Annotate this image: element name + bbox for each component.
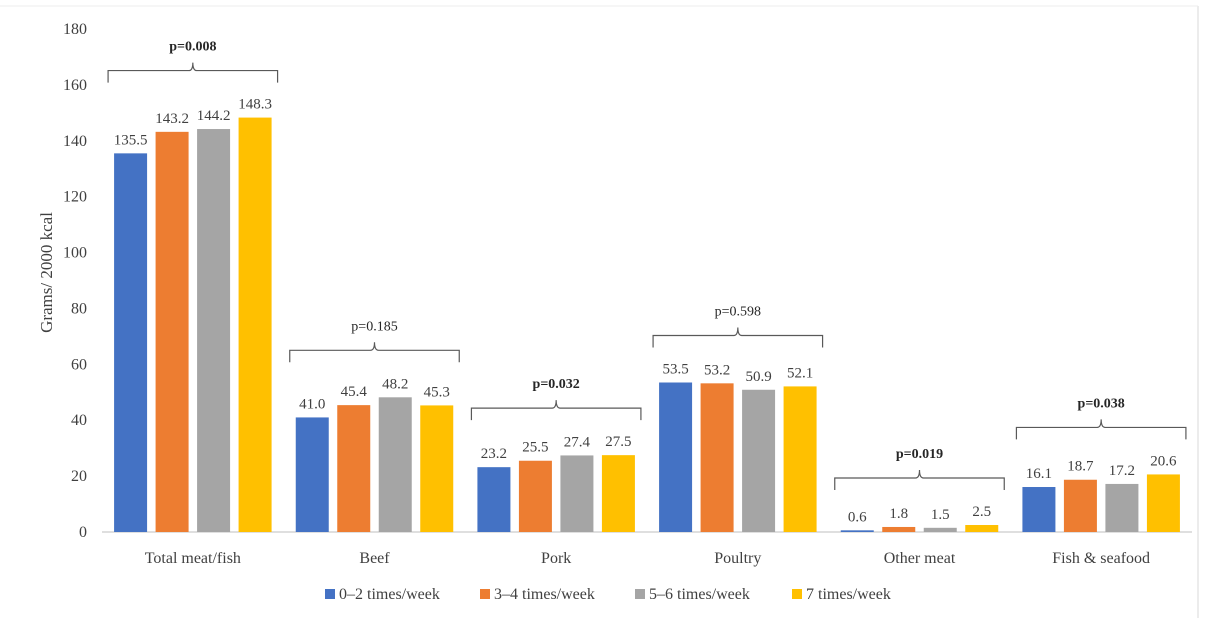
p-value-label-pork: p=0.032 <box>533 377 580 392</box>
bar-other-meat-3-4-times-week <box>882 526 916 532</box>
axes: 0 20 40 60 80 100 120 140 160 180 Grams/ 2000 kcal… <box>0 5 1199 618</box>
data-label: 27.5 <box>605 434 631 450</box>
bracket-beef <box>289 342 460 363</box>
y-tick-label: 120 <box>63 189 87 206</box>
legend: 0–2 times/week 3–4 times/week 5–6 times/we… <box>325 586 891 603</box>
significance-brackets: p=0.008 p=0.185 p=0.032 p=0.598 p=0.019 p=0.0… <box>107 40 1187 491</box>
bracket-poultry <box>652 327 824 348</box>
bar-pork-0-2-times-week <box>477 467 511 532</box>
legend-swatch-3-4-times-week <box>480 589 490 599</box>
y-tick-label: 180 <box>63 21 87 38</box>
legend-label-3-4-times-week: 3–4 times/week <box>494 586 595 603</box>
p-value-label-poultry: p=0.598 <box>715 304 761 319</box>
data-label: 0.6 <box>848 509 867 525</box>
y-tick-label: 100 <box>63 245 87 262</box>
bracket-fish-seafood <box>1015 419 1187 440</box>
bracket-other-meat <box>834 470 1005 491</box>
x-tick-label-beef: Beef <box>359 550 390 567</box>
data-label: 27.4 <box>564 434 591 450</box>
legend-label-7-times-week: 7 times/week <box>806 586 891 603</box>
bar-other-meat-7-times-week <box>965 525 999 532</box>
data-label: 52.1 <box>787 365 813 381</box>
data-label: 23.2 <box>481 446 507 462</box>
data-label: 53.5 <box>662 361 688 377</box>
legend-label-5-6-times-week: 5–6 times/week <box>649 586 750 603</box>
bar-total-meat-fish-7-times-week <box>238 117 272 532</box>
bar-pork-5-6-times-week <box>560 455 594 532</box>
p-value-label-beef: p=0.185 <box>351 319 397 334</box>
bar-fish-seafood-0-2-times-week <box>1022 487 1056 532</box>
bars <box>114 117 1180 532</box>
data-label: 143.2 <box>155 111 189 127</box>
y-tick-label: 20 <box>71 468 87 485</box>
data-label: 1.5 <box>931 507 950 523</box>
x-tick-label-other-meat: Other meat <box>884 550 956 567</box>
data-label: 18.7 <box>1067 459 1094 475</box>
bar-beef-0-2-times-week <box>295 417 329 532</box>
y-axis-title: Grams/ 2000 kcal <box>37 212 56 333</box>
data-label: 53.2 <box>704 362 730 378</box>
bar-other-meat-5-6-times-week <box>923 527 957 532</box>
bar-beef-5-6-times-week <box>378 397 412 532</box>
data-label: 41.0 <box>299 396 325 412</box>
data-label: 48.2 <box>382 376 408 392</box>
data-label: 17.2 <box>1109 463 1135 479</box>
data-label: 16.1 <box>1026 466 1052 482</box>
bar-pork-3-4-times-week <box>518 460 552 532</box>
legend-swatch-5-6-times-week <box>635 589 645 599</box>
bar-total-meat-fish-3-4-times-week <box>155 131 189 532</box>
bracket-pork <box>470 400 642 421</box>
data-label: 148.3 <box>238 97 272 113</box>
legend-label-0-2-times-week: 0–2 times/week <box>339 586 440 603</box>
bar-beef-3-4-times-week <box>337 405 371 532</box>
bar-poultry-7-times-week <box>783 386 817 532</box>
y-tick-label: 140 <box>63 133 87 150</box>
y-tick-label: 0 <box>79 524 87 541</box>
bar-total-meat-fish-5-6-times-week <box>197 129 231 532</box>
bar-fish-seafood-3-4-times-week <box>1063 479 1097 532</box>
bar-poultry-3-4-times-week <box>700 383 734 532</box>
p-value-label-total-meat-fish: p=0.008 <box>169 40 216 55</box>
bracket-total-meat-fish <box>107 62 279 83</box>
data-label: 25.5 <box>522 440 548 456</box>
p-value-label-other-meat: p=0.019 <box>896 447 943 462</box>
data-label: 1.8 <box>889 506 908 522</box>
x-tick-label-pork: Pork <box>541 550 571 567</box>
bar-other-meat-0-2-times-week <box>840 530 874 532</box>
p-value-label-fish-seafood: p=0.038 <box>1078 396 1125 411</box>
y-tick-label: 40 <box>71 412 87 429</box>
data-label: 50.9 <box>745 369 771 385</box>
bar-poultry-5-6-times-week <box>742 389 776 532</box>
value-labels: 135.5 143.2 144.2 148.3 41.0 45.4 48.2 45.3 23.2… <box>114 97 1177 526</box>
data-label: 135.5 <box>114 132 148 148</box>
data-label: 20.6 <box>1150 453 1177 469</box>
bar-fish-seafood-5-6-times-week <box>1105 483 1139 532</box>
y-tick-label: 160 <box>63 77 87 94</box>
bar-poultry-0-2-times-week <box>659 382 693 532</box>
data-label: 144.2 <box>197 108 231 124</box>
bar-pork-7-times-week <box>601 455 635 532</box>
legend-swatch-0-2-times-week <box>325 589 335 599</box>
data-label: 45.4 <box>341 384 368 400</box>
bar-fish-seafood-7-times-week <box>1146 474 1180 532</box>
bar-beef-7-times-week <box>420 405 454 532</box>
x-tick-label-total-meat-fish: Total meat/fish <box>145 550 241 567</box>
x-tick-label-poultry: Poultry <box>714 550 761 567</box>
data-label: 45.3 <box>424 384 450 400</box>
data-label: 2.5 <box>972 504 991 520</box>
x-tick-label-fish-seafood: Fish & seafood <box>1052 550 1150 567</box>
y-tick-label: 60 <box>71 356 87 373</box>
y-tick-label: 80 <box>71 300 87 317</box>
legend-swatch-7-times-week <box>792 589 802 599</box>
bar-total-meat-fish-0-2-times-week <box>114 153 148 532</box>
